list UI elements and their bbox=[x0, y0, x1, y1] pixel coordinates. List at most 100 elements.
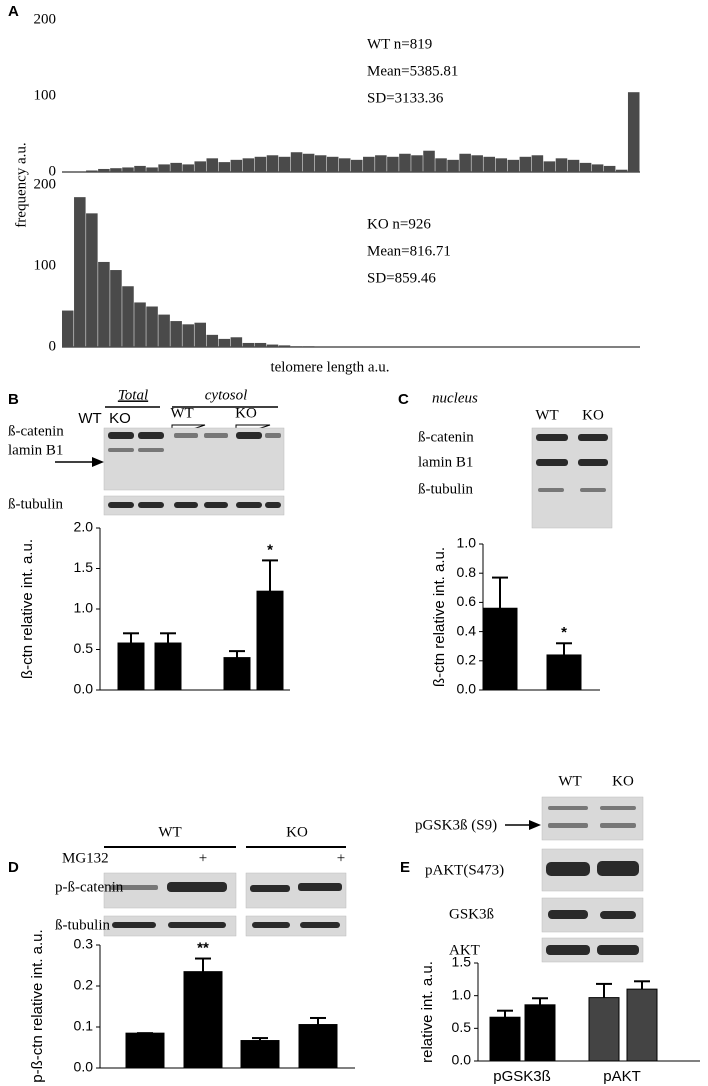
histogram-bar bbox=[230, 159, 243, 172]
annotation: Mean=5385.81 bbox=[367, 63, 458, 79]
lane-label: WT bbox=[78, 410, 101, 427]
histogram-bar bbox=[387, 156, 399, 172]
histogram-bar bbox=[266, 344, 279, 347]
y-tick-label: 0.0 bbox=[74, 681, 94, 697]
histogram-bar bbox=[447, 159, 459, 172]
row-label: p-ß-catenin bbox=[55, 879, 124, 895]
blot-c: nucleus WT KO ß-catenin lamin B1 ß-tubul… bbox=[418, 390, 613, 529]
histogram-bar bbox=[627, 92, 640, 172]
histogram-bar bbox=[74, 197, 86, 347]
histogram-bar bbox=[146, 306, 158, 347]
histogram-bar bbox=[206, 334, 219, 347]
row-label: ß-tubulin bbox=[55, 917, 110, 933]
histogram-bar bbox=[278, 156, 291, 172]
bar bbox=[626, 988, 658, 1062]
lane-label: WT bbox=[170, 405, 193, 421]
blot-header: Total bbox=[118, 387, 148, 403]
significance: * bbox=[561, 624, 567, 641]
histogram-bar bbox=[399, 153, 411, 172]
histogram-bar bbox=[302, 153, 315, 172]
y-tick-label: 200 bbox=[34, 11, 57, 27]
lane-label: WT bbox=[558, 773, 581, 789]
y-axis-label: ß-ctn relative int. a.u. bbox=[431, 547, 448, 687]
histogram-bar bbox=[122, 286, 134, 347]
bar bbox=[240, 1040, 280, 1069]
histogram-bar bbox=[435, 158, 447, 172]
group-label: KO bbox=[286, 824, 308, 840]
y-tick-label: 1.0 bbox=[452, 986, 472, 1002]
histogram-bar bbox=[158, 164, 170, 172]
blot-header: cytosol bbox=[205, 387, 248, 403]
histogram-bar bbox=[146, 167, 158, 172]
y-tick-label: 1.5 bbox=[452, 954, 472, 970]
histogram-bar bbox=[170, 162, 182, 172]
histogram-bar bbox=[242, 158, 255, 172]
y-tick-label: 0.5 bbox=[74, 640, 94, 656]
bar bbox=[183, 971, 223, 1069]
x-axis-label: telomere length a.u. bbox=[270, 359, 389, 375]
y-tick-label: 100 bbox=[34, 87, 57, 103]
y-tick-label: 1.0 bbox=[74, 600, 94, 616]
row-label: GSK3ß bbox=[449, 906, 494, 922]
histogram-bar bbox=[158, 314, 170, 347]
y-axis-label: p-ß-ctn relative int. a.u. bbox=[29, 929, 46, 1082]
histogram-bar bbox=[254, 342, 267, 347]
histogram-bar bbox=[218, 162, 231, 172]
y-tick-label: 0.5 bbox=[452, 1019, 472, 1035]
histogram-bar bbox=[170, 321, 182, 347]
treatment-mark: + bbox=[199, 850, 207, 866]
annotation: KO n=926 bbox=[367, 216, 431, 232]
y-tick-label: 0.0 bbox=[74, 1059, 94, 1075]
histogram-bar bbox=[134, 165, 146, 172]
histogram-bar bbox=[314, 155, 327, 172]
histogram-bar bbox=[579, 162, 592, 172]
histogram-bar bbox=[86, 213, 98, 347]
histogram-bar bbox=[278, 345, 291, 347]
histogram-bar bbox=[194, 161, 206, 172]
histogram-bar bbox=[182, 324, 194, 347]
histogram-bar bbox=[266, 155, 279, 172]
histogram-bar bbox=[206, 158, 219, 172]
histogram-bar bbox=[483, 156, 495, 172]
blot-header: nucleus bbox=[432, 390, 478, 406]
histogram-bar bbox=[110, 168, 122, 172]
annotation: WT n=819 bbox=[367, 36, 432, 52]
blot-b: Total cytosol WT KO WT KO ß-catenin lami… bbox=[8, 387, 285, 516]
histogram-bar bbox=[326, 156, 339, 172]
histogram-bar bbox=[290, 152, 303, 172]
histogram-bar bbox=[254, 156, 267, 172]
lane-label: KO bbox=[582, 407, 604, 423]
annotation: Mean=816.71 bbox=[367, 243, 451, 259]
y-tick-label: 2.0 bbox=[74, 519, 94, 535]
histogram-bar bbox=[110, 270, 122, 347]
row-label: lamin B1 bbox=[418, 454, 473, 470]
group-label: pGSK3ß bbox=[493, 1068, 551, 1085]
histogram-bar bbox=[182, 164, 194, 172]
histogram-bar bbox=[122, 167, 134, 172]
histogram-bar bbox=[567, 159, 580, 172]
y-tick-label: 0 bbox=[49, 338, 57, 354]
bar bbox=[524, 1004, 556, 1062]
bar bbox=[223, 657, 251, 691]
y-tick-label: 0.3 bbox=[74, 936, 94, 952]
row-label: pGSK3ß (S9) bbox=[415, 817, 497, 833]
lane-label: KO bbox=[109, 410, 131, 427]
histogram-bar bbox=[338, 158, 351, 172]
histogram-bar bbox=[98, 261, 110, 347]
histogram-bar bbox=[459, 153, 471, 172]
bar bbox=[125, 1032, 165, 1069]
histogram-bar bbox=[302, 346, 315, 347]
treatment-label: MG132 bbox=[62, 850, 109, 866]
histogram-bar bbox=[531, 155, 544, 172]
histogram-bar bbox=[603, 165, 616, 172]
row-label: ß-tubulin bbox=[418, 481, 473, 497]
blot-e: WT KO pGSK3ß (S9) pAKT(S473) GSK3ß AKT bbox=[415, 773, 644, 963]
bar bbox=[256, 590, 284, 691]
y-tick-label: 0 bbox=[49, 163, 57, 179]
histogram-bar bbox=[555, 158, 568, 172]
row-label: ß-tubulin bbox=[8, 496, 63, 512]
histogram-bar bbox=[495, 158, 508, 172]
lane-label: KO bbox=[235, 405, 257, 421]
histogram-bar bbox=[62, 310, 74, 347]
